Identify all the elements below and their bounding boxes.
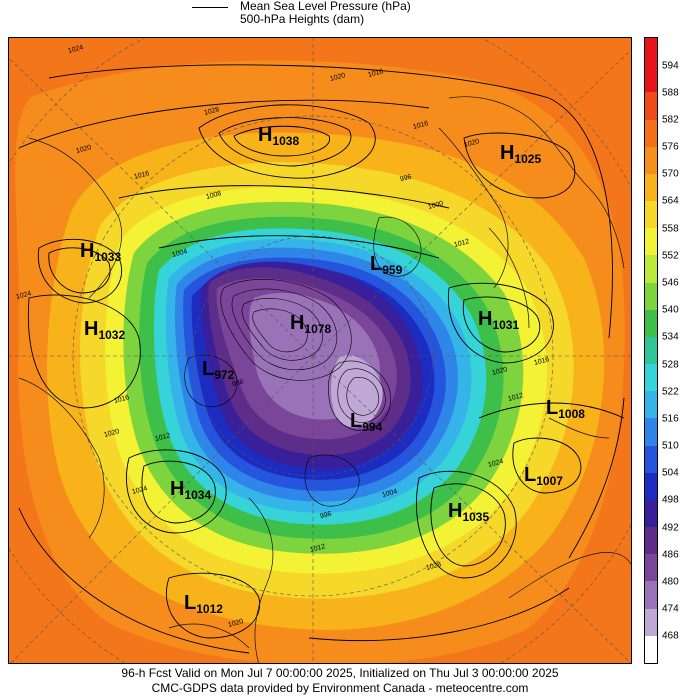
pressure-centre-low: L959 — [370, 253, 403, 278]
colorbar-tick-label: 546 — [662, 277, 679, 289]
colorbar-cell — [645, 336, 657, 365]
colorbar-cell — [645, 581, 657, 609]
pressure-centre-high: H1031 — [478, 308, 520, 333]
pressure-centre-low: L1012 — [184, 592, 223, 617]
isobar-lines — [18, 64, 625, 654]
colorbar-tick-label: 540 — [662, 304, 679, 316]
colorbar-cell — [645, 38, 657, 66]
colorbar-tick-label: 594 — [662, 60, 679, 72]
colorbar-cell — [645, 119, 657, 147]
colorbar-cell — [645, 445, 657, 473]
colorbar-cell — [645, 146, 657, 174]
colorbar-tick-label: 498 — [662, 494, 679, 506]
colorbar-tick-label: 552 — [662, 250, 679, 262]
colorbar-cell — [645, 255, 657, 283]
colorbar-cell — [645, 418, 657, 446]
colorbar-cell — [645, 228, 657, 256]
colorbar-tick-label: 510 — [662, 440, 679, 452]
pressure-centre-high: H1078 — [290, 312, 332, 337]
colorbar-tick-label: 504 — [662, 467, 679, 479]
colorbar-tick-label: 564 — [662, 195, 679, 207]
colorbar-tick-label: 522 — [662, 386, 679, 398]
pressure-centre-low: L1008 — [546, 397, 585, 422]
colorbar-cell — [645, 608, 657, 636]
mslp-legend-label: Mean Sea Level Pressure (hPa) — [240, 0, 411, 13]
colorbar-cell — [645, 92, 657, 120]
colorbar-cell — [645, 527, 657, 555]
colorbar-tick-label: 576 — [662, 141, 679, 153]
colorbar-tick-label: 468 — [662, 630, 679, 642]
pressure-centre-low: L994 — [350, 410, 383, 435]
colorbar-tick-label: 558 — [662, 223, 679, 235]
pressure-centre-high: H1033 — [80, 240, 122, 265]
core-isobars — [184, 216, 422, 507]
colorbar-tick-label: 582 — [662, 114, 679, 126]
colorbar-cell — [645, 472, 657, 500]
colorbar-cell — [645, 309, 657, 337]
forecast-valid-line: 96-h Fcst Valid on Mon Jul 7 00:00:00 20… — [121, 666, 559, 680]
pressure-centre-high: H1032 — [84, 318, 126, 343]
data-credit-line: CMC-GDPS data provided by Environment Ca… — [151, 681, 529, 695]
heights-legend-label: 500-hPa Heights (dam) — [240, 12, 365, 26]
colorbar-tick-label: 534 — [662, 331, 679, 343]
pressure-centre-low: L972 — [202, 358, 235, 383]
colorbar-cell — [645, 391, 657, 419]
colorbar-cell — [645, 499, 657, 528]
coastlines — [18, 96, 631, 663]
height-colorbar — [644, 37, 658, 664]
graticule — [9, 38, 631, 663]
colorbar-cell — [645, 65, 657, 93]
colorbar-cell — [645, 282, 657, 310]
polar-map — [8, 37, 632, 664]
colorbar-cell — [645, 201, 657, 229]
pressure-centre-high: H1025 — [500, 142, 542, 167]
colorbar-cell — [645, 364, 657, 392]
colorbar-tick-label: 516 — [662, 413, 679, 425]
pressure-centre-high: H1038 — [258, 124, 300, 149]
pressure-centre-high: H1034 — [170, 478, 212, 503]
colorbar-tick-label: 588 — [662, 87, 679, 99]
colorbar-cell — [645, 173, 657, 202]
pressure-centre-high: H1035 — [448, 500, 490, 525]
colorbar-cell — [645, 635, 657, 663]
colorbar-cell — [645, 554, 657, 582]
colorbar-tick-label: 492 — [662, 522, 679, 534]
colorbar-tick-label: 570 — [662, 168, 679, 180]
map-legend: Mean Sea Level Pressure (hPa) 500-hPa He… — [190, 0, 490, 32]
colorbar-tick-label: 486 — [662, 549, 679, 561]
colorbar-tick-label: 480 — [662, 576, 679, 588]
isobar-line-sample — [192, 7, 228, 8]
map-footer: 96-h Fcst Valid on Mon Jul 7 00:00:00 20… — [0, 666, 680, 696]
colorbar-tick-label: 474 — [662, 603, 679, 615]
colorbar-tick-label: 528 — [662, 359, 679, 370]
pressure-centre-low: L1007 — [524, 464, 563, 489]
height-field-svg — [9, 38, 631, 663]
